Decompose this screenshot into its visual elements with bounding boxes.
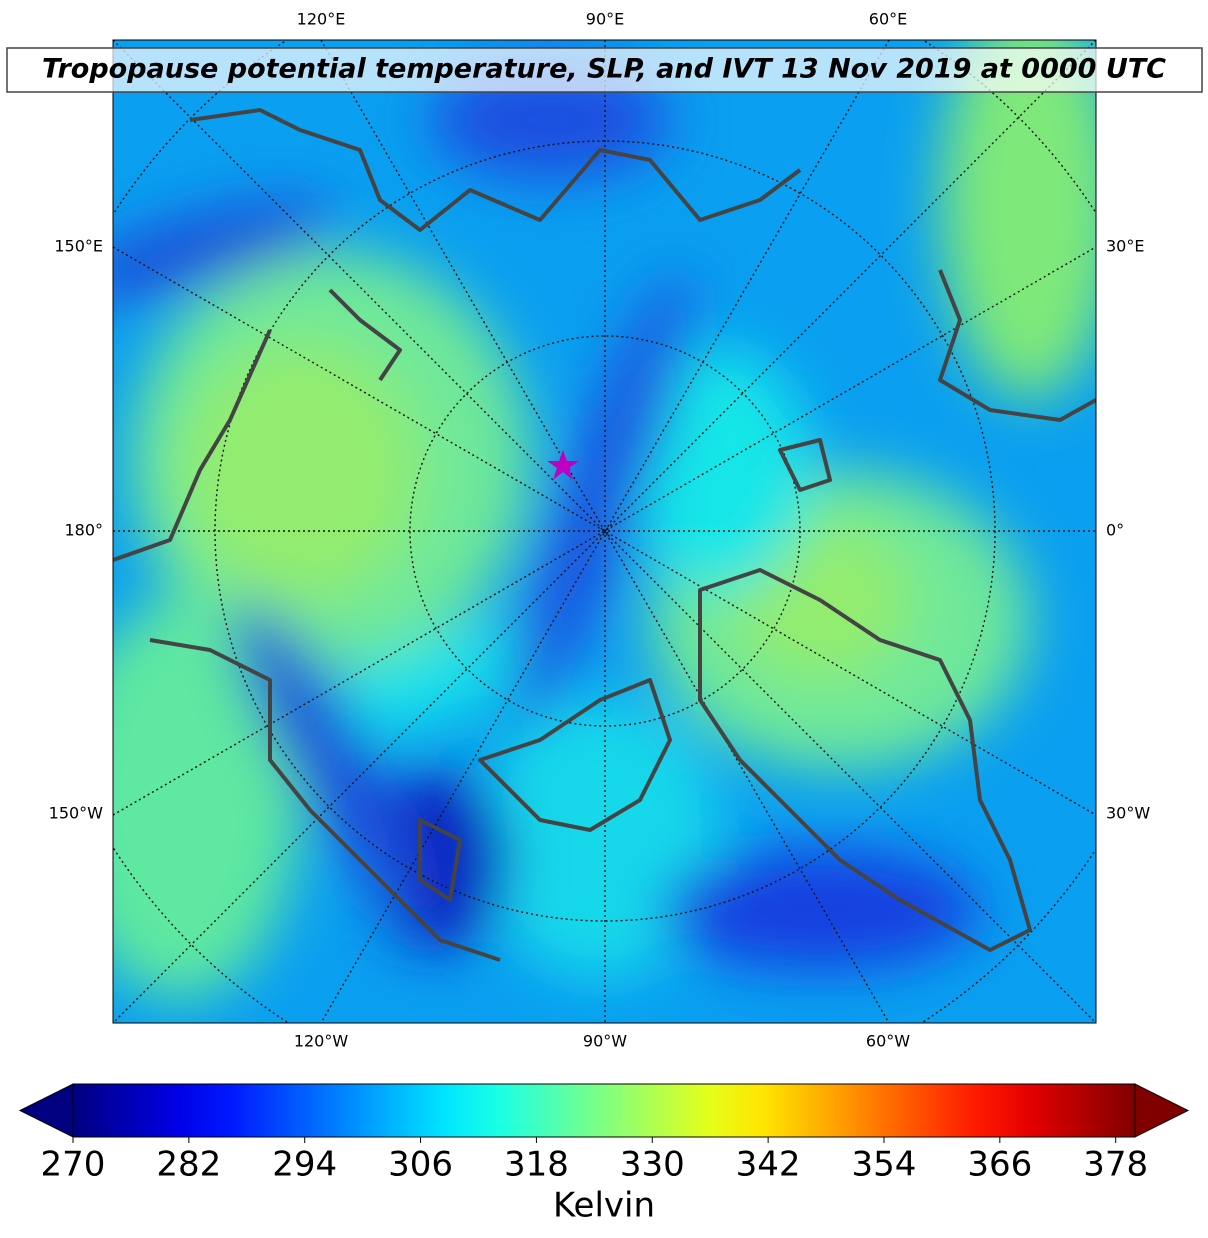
- colorbar-tick-label: 378: [1083, 1145, 1148, 1185]
- lon-label: 0°: [1106, 521, 1124, 540]
- colorbar-tick-label: 330: [620, 1145, 685, 1185]
- title-box: [6, 47, 1203, 93]
- colorbar-tick-label: 306: [388, 1145, 453, 1185]
- lon-label: 120°W: [294, 1032, 349, 1051]
- lon-label: 90°E: [586, 10, 624, 29]
- lon-label: 60°W: [866, 1032, 910, 1051]
- lon-label: 120°E: [297, 10, 346, 29]
- graticule: [113, 40, 1096, 1023]
- colorbar-tick-label: 270: [41, 1145, 106, 1185]
- lon-label: 150°W: [49, 804, 104, 823]
- map-field: [113, 40, 1096, 1023]
- colorbar-body: [72, 1083, 1136, 1138]
- lon-label: 30°E: [1106, 237, 1144, 256]
- lon-label: 90°W: [583, 1032, 627, 1051]
- colorbar-tick-label: 366: [967, 1145, 1032, 1185]
- colorbar-tick-label: 354: [852, 1145, 917, 1185]
- colorbar-tick-label: 342: [736, 1145, 801, 1185]
- lon-label: 150°E: [54, 237, 103, 256]
- colorbar: 270 282 294 306 318 330 342 354 366 378: [18, 1083, 1190, 1185]
- colorbar-extend-high: [1134, 1083, 1190, 1138]
- lon-label: 180°: [64, 521, 103, 540]
- title: Tropopause potential temperature, SLP, a…: [42, 54, 1166, 85]
- lon-label: 30°W: [1106, 804, 1150, 823]
- colorbar-tick-label: 294: [272, 1145, 337, 1185]
- colorbar-tick-label: 318: [504, 1145, 569, 1185]
- coastlines: [113, 108, 1096, 962]
- colorbar-tick-label: 282: [156, 1145, 221, 1185]
- lon-label: 60°E: [869, 10, 907, 29]
- star-marker: [547, 450, 579, 480]
- colorbar-label: Kelvin: [553, 1186, 655, 1226]
- map-frame: [112, 39, 1097, 1024]
- colorbar-extend-low: [18, 1083, 74, 1138]
